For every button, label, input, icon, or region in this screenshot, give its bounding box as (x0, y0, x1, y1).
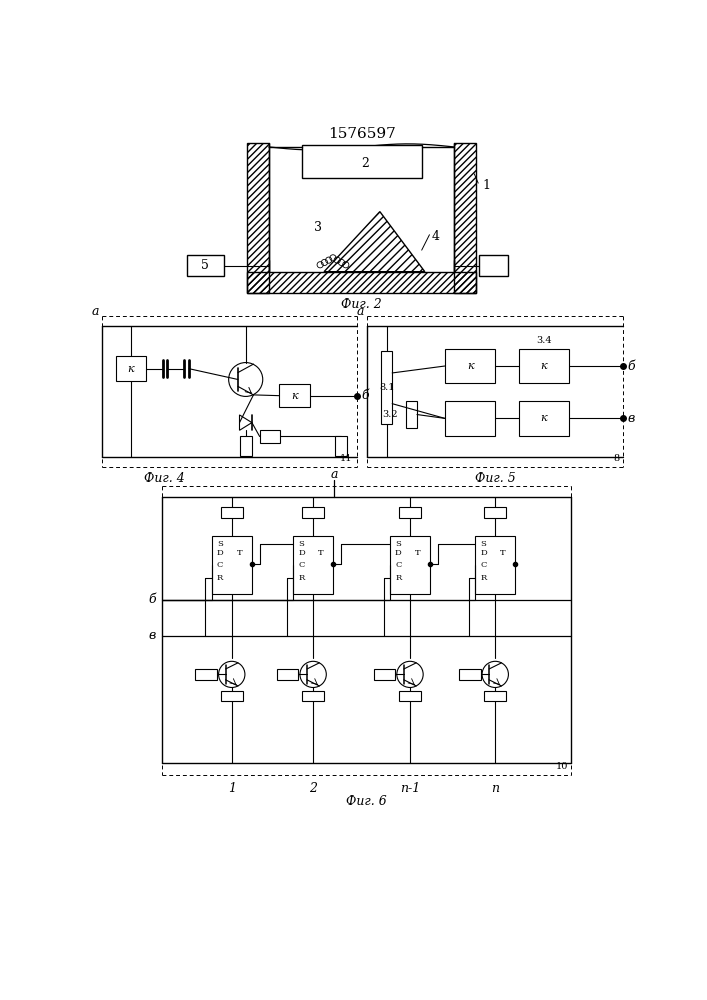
Text: R: R (481, 574, 486, 582)
Text: R: R (298, 574, 305, 582)
Text: Фиг. 6: Фиг. 6 (346, 795, 387, 808)
Text: а: а (357, 305, 364, 318)
Text: 8.1: 8.1 (379, 383, 395, 392)
Bar (335, 436, 347, 456)
Text: в: в (148, 629, 156, 642)
Bar (301, 145, 421, 178)
Circle shape (482, 661, 508, 687)
Text: 3.4: 3.4 (536, 336, 551, 345)
Text: C: C (395, 561, 402, 569)
Text: Фиг. 4: Фиг. 4 (144, 472, 185, 485)
Text: T: T (318, 549, 324, 557)
Text: а: а (92, 305, 99, 318)
Bar (399, 691, 421, 701)
Circle shape (218, 661, 245, 687)
Text: а: а (330, 468, 338, 481)
Text: n: n (491, 782, 499, 795)
Text: 2: 2 (361, 157, 369, 170)
Bar (240, 436, 252, 456)
Text: к: к (467, 361, 474, 371)
Text: б: б (361, 389, 369, 402)
Text: Фиг. 5: Фиг. 5 (475, 472, 515, 485)
Text: 11: 11 (339, 454, 352, 463)
Bar (259, 430, 280, 443)
Bar (518, 401, 569, 436)
Text: к: к (540, 361, 547, 371)
Bar (221, 507, 243, 518)
Text: D: D (480, 549, 487, 557)
Text: к: к (540, 413, 547, 423)
Text: б: б (628, 360, 636, 373)
Bar (454, 143, 476, 293)
Text: S: S (395, 540, 402, 548)
Bar (399, 507, 421, 518)
Bar (518, 349, 569, 383)
Bar (303, 507, 324, 518)
Bar (479, 255, 508, 276)
Bar (116, 356, 146, 381)
Text: T: T (500, 549, 506, 557)
Circle shape (228, 363, 263, 396)
Text: 2: 2 (309, 782, 317, 795)
Text: 3.2: 3.2 (382, 410, 397, 419)
Text: D: D (395, 549, 402, 557)
Bar (373, 669, 395, 680)
Text: C: C (481, 561, 487, 569)
Text: S: S (298, 540, 305, 548)
Bar (390, 536, 430, 594)
Text: 4: 4 (432, 230, 440, 243)
Circle shape (300, 661, 327, 687)
Text: 10: 10 (556, 762, 568, 771)
Bar (221, 691, 243, 701)
Text: T: T (415, 549, 421, 557)
Text: 3: 3 (314, 221, 322, 234)
Bar (445, 401, 495, 436)
Bar (247, 143, 269, 293)
Text: D: D (298, 549, 305, 557)
Text: n-1: n-1 (400, 782, 420, 795)
Bar (303, 691, 324, 701)
Text: 1576597: 1576597 (328, 127, 396, 141)
Bar (406, 401, 417, 428)
Bar (187, 255, 224, 276)
Bar (484, 691, 506, 701)
Bar (276, 669, 298, 680)
Bar (279, 384, 310, 407)
Text: S: S (481, 540, 486, 548)
Text: T: T (237, 549, 243, 557)
Bar (475, 536, 515, 594)
Bar (195, 669, 217, 680)
Text: S: S (217, 540, 223, 548)
Bar (293, 536, 333, 594)
Text: R: R (217, 574, 223, 582)
Text: к: к (128, 364, 134, 374)
Text: D: D (217, 549, 223, 557)
Circle shape (397, 661, 423, 687)
Text: 5: 5 (201, 259, 209, 272)
Text: 8: 8 (613, 454, 619, 463)
Text: к: к (291, 391, 298, 401)
Text: R: R (395, 574, 402, 582)
Text: 1: 1 (228, 782, 235, 795)
Text: 1: 1 (482, 179, 490, 192)
Text: C: C (298, 561, 305, 569)
Bar (381, 351, 392, 424)
Text: Фиг. 2: Фиг. 2 (341, 298, 382, 311)
Bar (459, 669, 481, 680)
Text: в: в (628, 412, 635, 425)
Bar (211, 536, 252, 594)
Bar (247, 272, 476, 293)
Text: б: б (148, 593, 156, 606)
Bar (445, 349, 495, 383)
Bar (484, 507, 506, 518)
Text: C: C (217, 561, 223, 569)
